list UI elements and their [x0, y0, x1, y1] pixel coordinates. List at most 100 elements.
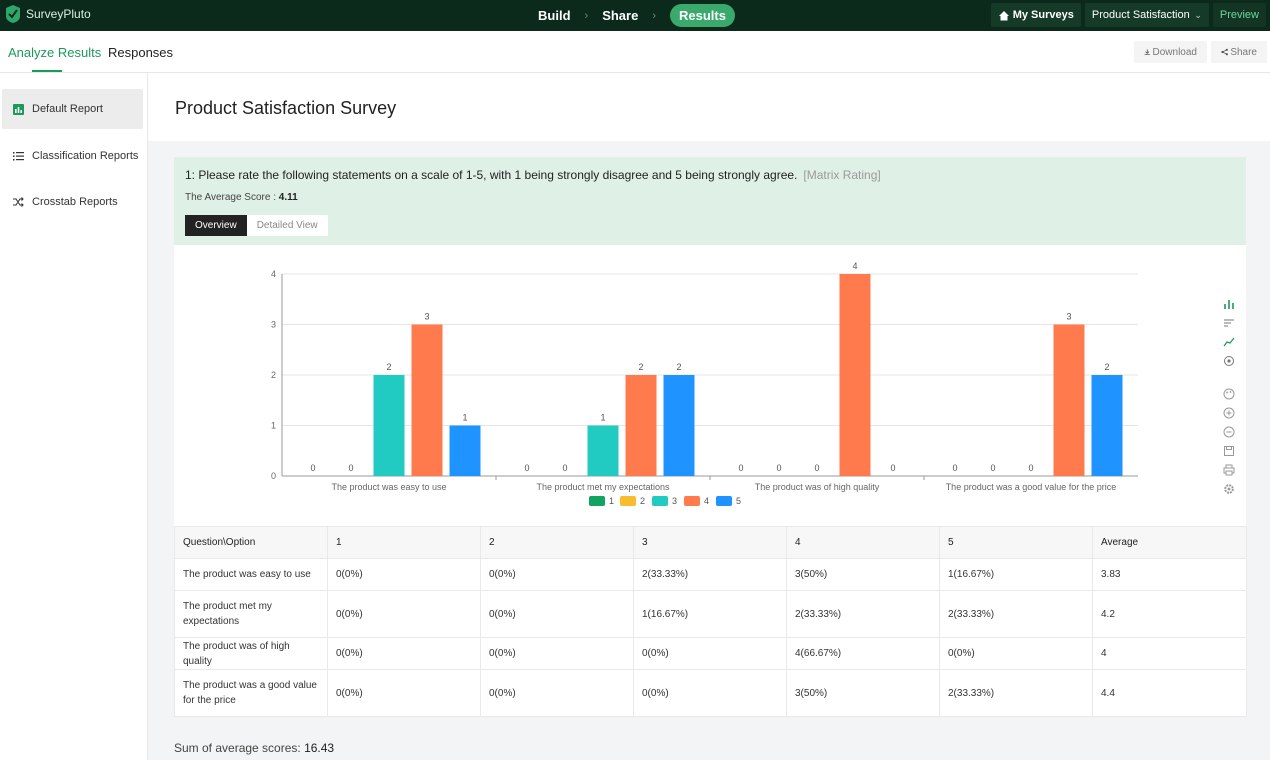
print-icon[interactable] — [1222, 463, 1236, 477]
download-button[interactable]: Download — [1134, 41, 1207, 63]
zoom-out-icon[interactable] — [1222, 425, 1236, 439]
table-cell: 3.83 — [1092, 558, 1247, 591]
save-icon[interactable] — [1222, 444, 1236, 458]
bar-series-5 — [449, 425, 481, 476]
bar-series-4 — [411, 324, 443, 476]
table-cell: 0(0%) — [939, 637, 1093, 670]
data-label: 2 — [676, 362, 681, 372]
table-cell: 4.4 — [1092, 669, 1247, 717]
tab-analyze-results[interactable]: Analyze Results — [8, 45, 102, 60]
legend-label: 5 — [736, 496, 741, 506]
page-header: Product Satisfaction Survey — [148, 73, 1270, 141]
average-score-value: 4.11 — [278, 192, 298, 203]
tab-responses[interactable]: Responses — [108, 45, 174, 60]
chart-toolbox — [1222, 297, 1238, 501]
bar-series-4 — [625, 375, 657, 476]
preview-button[interactable]: Preview — [1212, 3, 1266, 27]
x-tick-label: The product met my expectations — [536, 482, 670, 492]
table-cell: 4.2 — [1092, 590, 1247, 638]
data-label: 0 — [952, 463, 957, 473]
table-cell: 2(33.33%) — [786, 590, 940, 638]
sidebar-item-label: Crosstab Reports — [32, 196, 118, 208]
data-label: 2 — [386, 362, 391, 372]
table-cell: 0(0%) — [480, 590, 634, 638]
chart-panel: 0 1 2 3 4 0 0 2 3 1 The product was easy to use 0 0 1… — [174, 245, 1246, 526]
download-icon — [1144, 49, 1150, 55]
step-results[interactable]: Results — [670, 4, 735, 27]
table-cell: 0(0%) — [327, 590, 481, 638]
data-label: 0 — [776, 463, 781, 473]
tab-detailed-view[interactable]: Detailed View — [246, 215, 328, 236]
data-label: 1 — [600, 413, 605, 423]
table-header: 1 — [327, 526, 481, 559]
x-tick-label: The product was of high quality — [755, 482, 880, 492]
table-row: The product was a good value for the pri… — [174, 669, 1247, 717]
chevron-right-icon: › — [652, 9, 656, 22]
gear-icon[interactable] — [1222, 482, 1236, 496]
settings-icon[interactable] — [1222, 354, 1236, 368]
step-share[interactable]: Share — [602, 8, 639, 23]
legend-label: 3 — [672, 496, 677, 506]
sum-of-averages: Sum of average scores: 16.43 — [174, 741, 334, 755]
table-cell: 0(0%) — [327, 669, 481, 717]
sidebar-item-classification-reports[interactable]: Classification Reports — [2, 136, 143, 176]
table-cell: The product was of high quality — [174, 637, 328, 670]
app-name: SurveyPluto — [26, 7, 91, 21]
sidebar-item-default-report[interactable]: Default Report — [2, 89, 143, 129]
legend-swatch-3 — [652, 496, 668, 506]
sum-label: Sum of average scores: — [174, 741, 305, 755]
table-cell: The product was easy to use — [174, 558, 328, 591]
bar-series-3 — [587, 425, 619, 476]
step-build[interactable]: Build — [538, 8, 571, 23]
data-label: 0 — [890, 463, 895, 473]
legend-swatch-1 — [589, 496, 605, 506]
y-tick-label: 0 — [271, 471, 276, 481]
table-cell: 2(33.33%) — [939, 669, 1093, 717]
top-bar: SurveyPluto Build › Share › Results My S… — [0, 0, 1270, 31]
survey-select[interactable]: Product Satisfaction Survey ⌄ — [1084, 3, 1209, 27]
table-row: The product was easy to use 0(0%) 0(0%) … — [174, 558, 1247, 591]
question-title: 1: Please rate the following statements … — [185, 168, 798, 182]
toolbox-spacer — [1222, 373, 1238, 387]
table-cell: 3(50%) — [786, 558, 940, 591]
data-label: 0 — [814, 463, 819, 473]
table-cell: 4 — [1092, 637, 1247, 670]
logo-icon — [6, 5, 20, 23]
data-label: 1 — [462, 413, 467, 423]
table-cell: 0(0%) — [327, 558, 481, 591]
table-header: Question\Option — [174, 526, 328, 559]
y-tick-label: 4 — [271, 269, 276, 279]
tab-overview[interactable]: Overview — [185, 215, 247, 236]
table-cell: 0(0%) — [480, 558, 634, 591]
table-cell: The product met my expectations — [174, 590, 328, 638]
active-tab-indicator — [32, 70, 62, 72]
bar-chart-icon[interactable] — [1222, 297, 1236, 311]
table-cell: 0(0%) — [633, 637, 787, 670]
data-label: 0 — [524, 463, 529, 473]
download-label: Download — [1152, 46, 1197, 58]
table-cell: 3(50%) — [786, 669, 940, 717]
sidebar-item-crosstab-reports[interactable]: Crosstab Reports — [2, 182, 143, 222]
sort-icon[interactable] — [1222, 316, 1236, 330]
view-tabs: Overview Detailed View — [185, 215, 328, 236]
line-chart-icon[interactable] — [1222, 335, 1236, 349]
x-tick-label: The product was a good value for the pri… — [946, 482, 1117, 492]
data-label: 4 — [852, 261, 857, 271]
question-type: [Matrix Rating] — [803, 168, 881, 182]
my-surveys-button[interactable]: My Surveys — [990, 3, 1081, 27]
table-cell: 2(33.33%) — [939, 590, 1093, 638]
zoom-in-icon[interactable] — [1222, 406, 1236, 420]
data-label: 0 — [738, 463, 743, 473]
page-title: Product Satisfaction Survey — [175, 98, 397, 118]
app-logo[interactable]: SurveyPluto — [4, 4, 91, 24]
bar-series-3 — [373, 375, 405, 476]
palette-icon[interactable] — [1222, 387, 1236, 401]
table-cell: 0(0%) — [480, 637, 634, 670]
main-content: Product Satisfaction Survey 1: Please ra… — [148, 73, 1270, 760]
table-cell: 1(16.67%) — [939, 558, 1093, 591]
legend-swatch-2 — [620, 496, 636, 506]
y-tick-label: 3 — [271, 320, 276, 330]
share-button[interactable]: Share — [1211, 41, 1267, 63]
table-cell: 0(0%) — [327, 637, 481, 670]
legend-swatch-5 — [716, 496, 732, 506]
